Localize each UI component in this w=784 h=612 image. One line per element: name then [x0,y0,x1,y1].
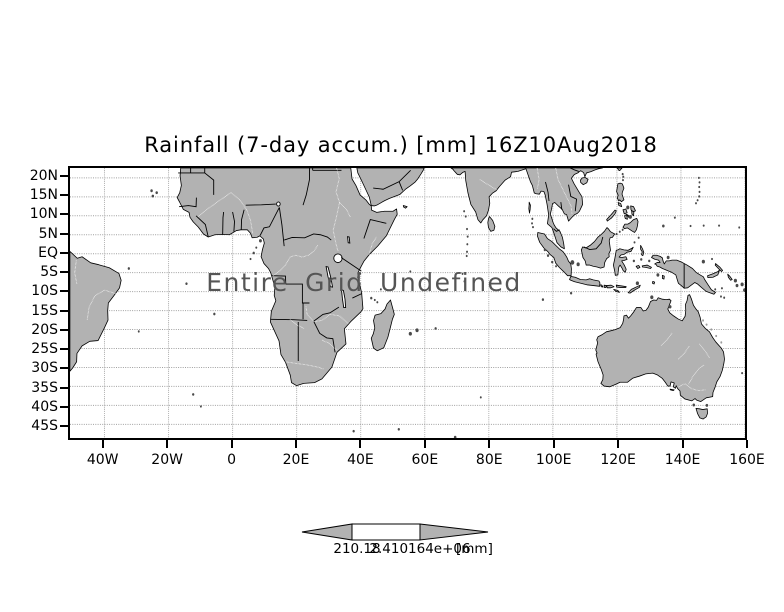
lon-label-20W: 20W [151,452,183,468]
lon-label-100E: 100E [535,452,572,468]
colorbar-label-min: 210.18 [333,541,381,557]
lon-tick-100E [552,440,555,448]
lat-tick-EQ [60,251,68,254]
lat-label-10N: 10N [29,206,58,223]
lat-label-30S: 30S [31,360,58,377]
lat-tick-15S [60,309,68,312]
lat-tick-45S [60,425,68,427]
lon-tick-40W [101,440,104,448]
lon-tick-60E [423,440,426,448]
graticule-grid [70,168,745,438]
lat-label-15S: 15S [31,302,58,319]
lat-tick-40S [60,405,68,408]
lat-tick-10S [60,290,68,293]
colorbar-unit: [mm] [456,541,493,557]
undefined-grid-message: Entire Grid Undefined [206,268,522,297]
lat-label-35S: 35S [31,379,58,396]
colorbar-right-arrow [420,524,488,540]
lat-label-20N: 20N [29,168,58,184]
lat-label-EQ: EQ [38,244,58,261]
plot-title: Rainfall (7-day accum.) [mm] 16Z10Aug201… [144,133,658,157]
lon-label-0: 0 [227,452,236,468]
lon-label-120E: 120E [600,452,636,468]
lon-tick-140E [681,440,684,448]
lat-label-25S: 25S [31,341,58,358]
colorbar [296,518,496,544]
colorbar-label-max: 2.410164e+06 [369,541,471,557]
lat-tick-20N [60,175,68,177]
lat-tick-35S [60,386,68,389]
lat-tick-10N [60,213,68,216]
lon-tick-120E [617,440,620,448]
colorbar-segment [352,524,420,540]
lat-label-5N: 5N [38,225,58,242]
lon-tick-80E [488,440,491,448]
lat-label-40S: 40S [31,398,58,415]
lon-tick-160E [746,440,748,448]
lon-tick-20E [294,440,297,448]
lon-tick-20W [166,440,169,448]
lat-label-45S: 45S [31,418,58,434]
lat-tick-15N [60,194,68,197]
lat-tick-5S [60,271,68,274]
lat-tick-5N [60,232,68,235]
lat-tick-20S [60,328,68,331]
lat-label-15N: 15N [29,187,58,204]
lon-label-20E: 20E [282,452,310,468]
lakes [277,202,350,308]
lon-label-40E: 40E [347,452,374,468]
colorbar-left-arrow [302,524,352,540]
country-borders [178,168,684,361]
lon-label-160E: 160E [729,452,765,468]
lat-label-10S: 10S [31,283,58,300]
lon-label-80E: 80E [475,452,503,468]
lat-tick-30S [60,367,68,370]
lon-label-40W: 40W [86,452,119,468]
lat-label-5S: 5S [40,264,58,281]
map-frame [68,166,747,440]
small-islands [127,172,745,438]
lon-label-60E: 60E [411,452,439,468]
lat-tick-25S [60,348,68,351]
lon-tick-40E [359,440,362,448]
rivers [75,168,710,391]
lon-tick-0 [230,440,233,448]
landmasses [70,168,732,419]
lat-label-20S: 20S [31,321,58,338]
world-map [70,168,745,438]
lon-label-140E: 140E [664,452,701,468]
